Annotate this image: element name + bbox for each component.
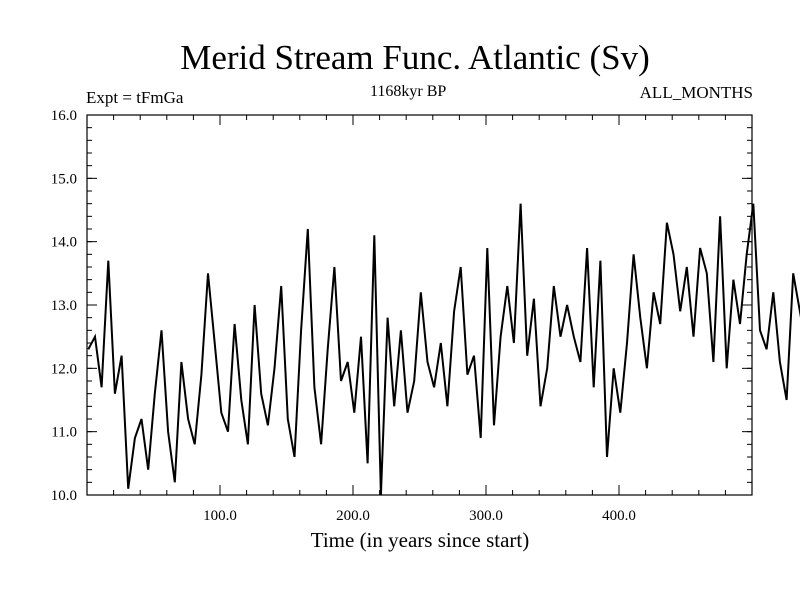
x-tick-label: 400.0: [602, 508, 636, 524]
chart-title: Merid Stream Func. Atlantic (Sv): [180, 38, 650, 77]
series-line: [87, 203, 800, 496]
plot-frame: [86, 114, 753, 496]
experiment-label: Expt = tFmGa: [86, 88, 184, 107]
axis-tick-labels: 100.0 200.0 300.0 400.0 10.0 11.0 12.0 13.0 14.0…: [51, 108, 636, 524]
chart-subtitle: 1168kyr BP: [370, 83, 447, 100]
x-tick-label: 100.0: [203, 508, 237, 524]
y-tick-label: 13.0: [51, 298, 77, 314]
y-tick-label: 14.0: [51, 235, 77, 251]
y-tick-label: 15.0: [51, 171, 77, 187]
x-tick-label: 300.0: [469, 508, 503, 524]
y-tick-label: 16.0: [51, 108, 77, 124]
y-tick-label: 10.0: [51, 488, 77, 504]
y-tick-label: 12.0: [51, 361, 77, 377]
x-tick-label: 200.0: [336, 508, 370, 524]
x-axis-label: Time (in years since start): [310, 528, 530, 552]
y-tick-label: 11.0: [51, 425, 77, 441]
months-label: ALL_MONTHS: [639, 83, 753, 102]
